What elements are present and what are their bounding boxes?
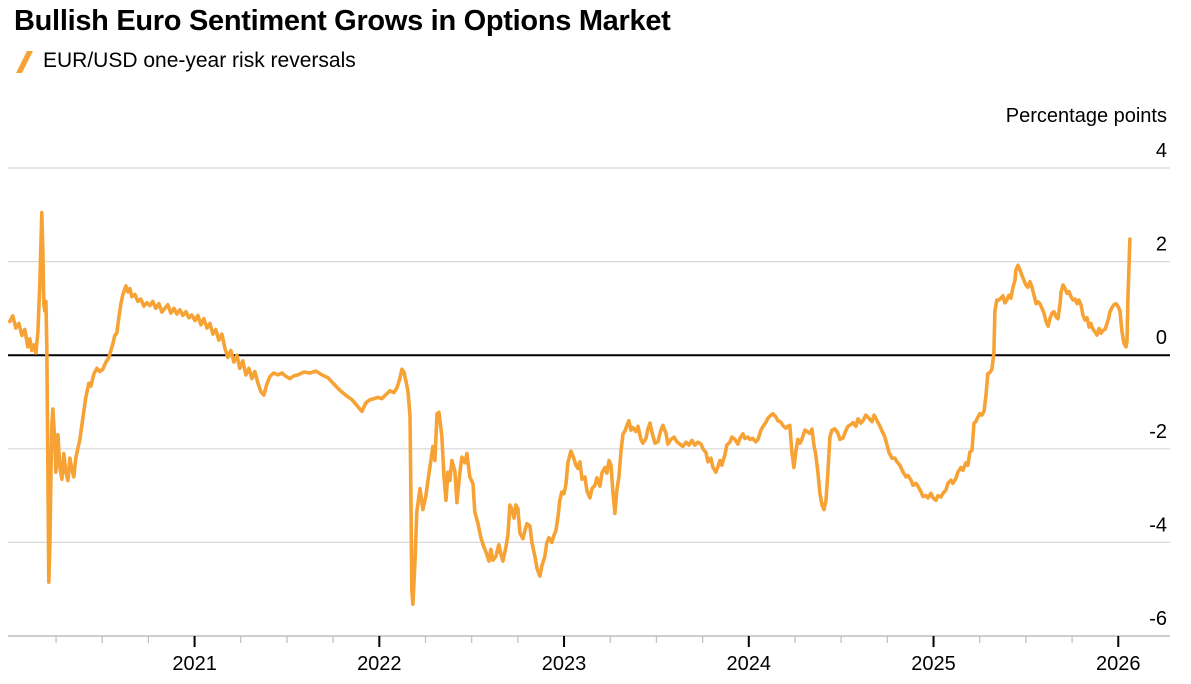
x-tick-label: 2026 — [1096, 653, 1141, 675]
y-tick-label: -4 — [1149, 514, 1167, 536]
chart-header: Bullish Euro Sentiment Grows in Options … — [14, 0, 671, 74]
line-series-icon — [16, 51, 33, 73]
x-tick-label: 2023 — [542, 653, 587, 675]
y-tick-label: -6 — [1149, 608, 1167, 630]
x-tick-label: 2021 — [172, 653, 217, 675]
legend-label: EUR/USD one-year risk reversals — [43, 49, 356, 72]
x-tick-label: 2022 — [357, 653, 402, 675]
legend: EUR/USD one-year risk reversals — [14, 48, 671, 74]
x-tick-label: 2024 — [727, 653, 772, 675]
chart-title: Bullish Euro Sentiment Grows in Options … — [14, 5, 671, 37]
y-tick-label: -2 — [1149, 421, 1167, 443]
y-axis-unit-label: Percentage points — [1006, 105, 1167, 127]
y-tick-label: 4 — [1156, 140, 1167, 162]
y-tick-label: 0 — [1156, 327, 1167, 349]
y-tick-label: 2 — [1156, 234, 1167, 256]
risk-reversal-line — [8, 210, 1132, 606]
x-tick-label: 2025 — [911, 653, 956, 675]
